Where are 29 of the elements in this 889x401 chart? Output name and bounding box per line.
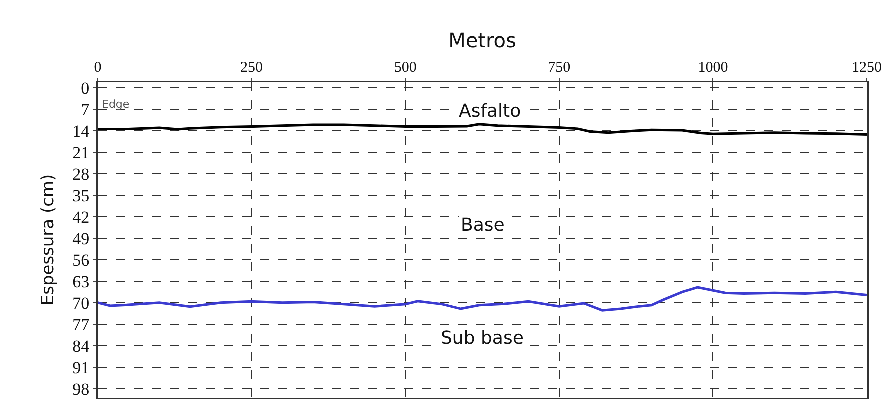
x-tick-label: 500 xyxy=(394,60,417,76)
y-tick-label: 28 xyxy=(72,164,90,184)
y-tick-label: 14 xyxy=(72,122,90,142)
annotation: Edge xyxy=(102,98,130,111)
annotation: Base xyxy=(461,215,505,236)
x-tick-label: 750 xyxy=(548,60,571,76)
y-axis-title: Espessura (cm) xyxy=(38,174,59,306)
y-tick-label: 63 xyxy=(72,272,90,292)
line-series xyxy=(98,123,867,136)
y-tick-label: 84 xyxy=(72,336,90,356)
y-tick-label: 91 xyxy=(72,358,90,378)
x-tick-label: 1000 xyxy=(698,60,728,76)
y-tick-label: 42 xyxy=(72,208,90,227)
line-series xyxy=(98,286,867,312)
x-tick-label: 250 xyxy=(240,60,264,76)
y-tick-label: 56 xyxy=(72,250,90,270)
y-tick-label: 35 xyxy=(72,186,90,206)
y-tick-label: 7 xyxy=(81,100,90,120)
y-tick-label: 49 xyxy=(72,229,90,248)
annotation: Sub base xyxy=(441,328,524,349)
x-tick-label: 1250 xyxy=(852,60,882,76)
y-tick-label: 98 xyxy=(72,380,90,399)
x-tick-label: 0 xyxy=(94,60,102,76)
y-tick-label: 77 xyxy=(72,315,90,334)
y-tick-label: 0 xyxy=(81,79,90,98)
annotation: Asfalto xyxy=(459,101,522,122)
y-tick-label: 21 xyxy=(72,144,90,163)
x-axis-title: Metros xyxy=(448,28,516,52)
y-tick-label: 70 xyxy=(72,294,90,313)
